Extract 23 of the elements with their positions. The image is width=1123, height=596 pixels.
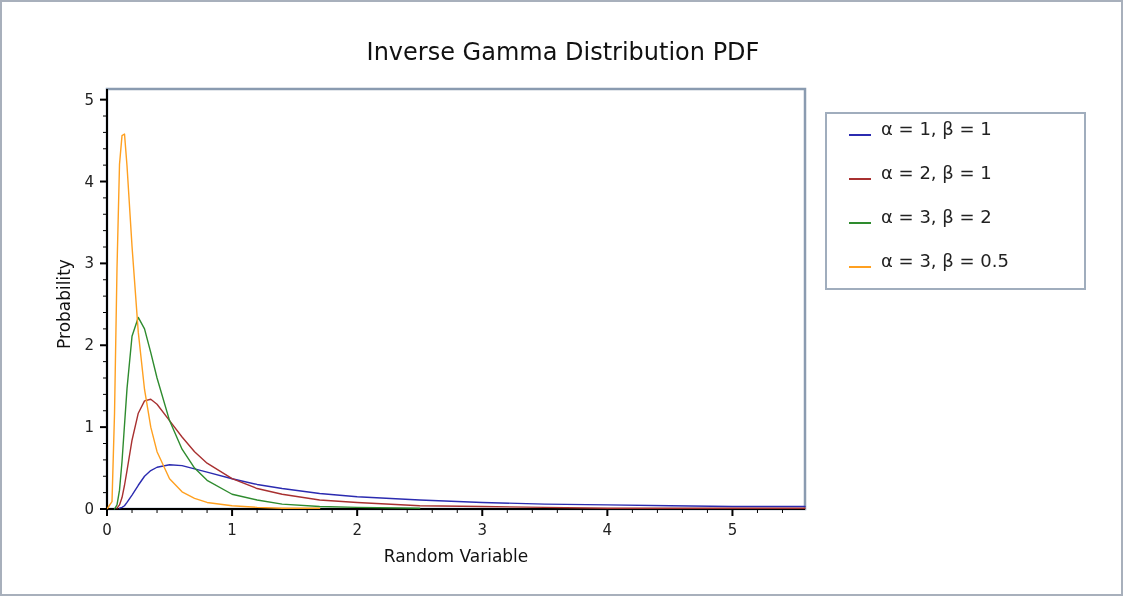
y-tick-label: 4 [84, 172, 94, 191]
legend-label: α = 2, β = 1 [881, 162, 992, 183]
line-series [106, 133, 321, 510]
line-series [116, 398, 806, 509]
y-tick-label: 5 [84, 90, 94, 109]
y-tick-label: 2 [84, 336, 94, 355]
chart-title: Inverse Gamma Distribution PDF [366, 38, 760, 66]
line-series [113, 316, 421, 510]
line-series [118, 464, 806, 509]
x-tick-label: 3 [477, 521, 488, 539]
legend-label: α = 1, β = 1 [881, 118, 992, 139]
y-tick-label: 1 [84, 418, 94, 437]
legend-label: α = 3, β = 2 [881, 206, 992, 227]
legend-label: α = 3, β = 0.5 [881, 250, 1009, 271]
x-tick-label: 2 [352, 521, 362, 539]
x-tick-label: 5 [727, 521, 738, 539]
x-axis-title: Random Variable [383, 546, 529, 566]
x-tick-label: 1 [227, 521, 237, 539]
y-axis-title: Probability [54, 259, 74, 349]
x-tick-label: 4 [602, 521, 613, 539]
y-tick-label: 0 [84, 500, 94, 518]
x-tick-label: 0 [102, 521, 112, 539]
y-tick-label: 3 [84, 254, 94, 273]
